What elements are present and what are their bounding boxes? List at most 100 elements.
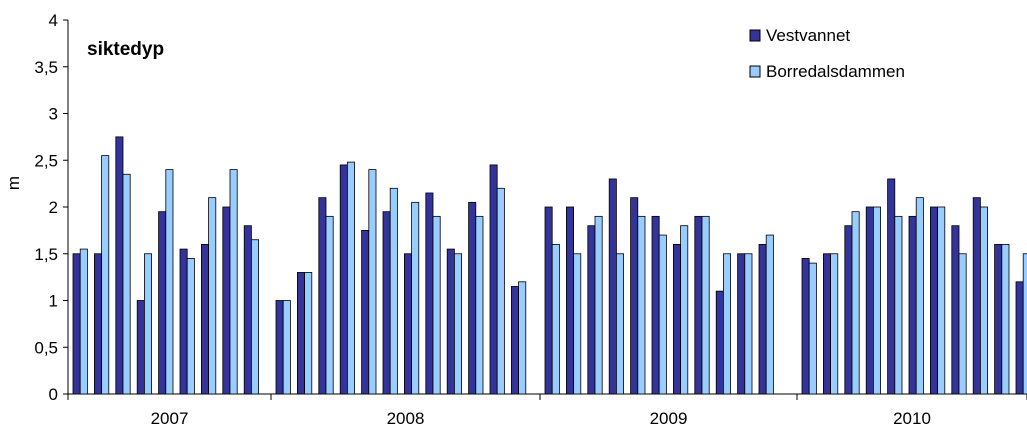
bar-borredalsdammen bbox=[937, 206, 946, 395]
bar-borredalsdammen bbox=[250, 239, 259, 395]
bar-vestvannet bbox=[339, 164, 348, 395]
bar-vestvannet bbox=[630, 197, 639, 395]
y-tick-label: 2,5 bbox=[34, 151, 58, 170]
bar-vestvannet bbox=[158, 211, 167, 395]
legend: Vestvannet Borredalsdammen bbox=[749, 26, 905, 81]
y-tick-label: 0 bbox=[49, 385, 58, 404]
bar-vestvannet bbox=[737, 253, 746, 395]
y-tick-label: 4 bbox=[49, 11, 58, 30]
bar-vestvannet bbox=[972, 197, 981, 395]
bar-vestvannet bbox=[468, 201, 477, 395]
bar-borredalsdammen bbox=[1022, 253, 1027, 395]
bar-vestvannet bbox=[801, 258, 810, 395]
bar-borredalsdammen bbox=[432, 215, 441, 395]
bar-vestvannet bbox=[823, 253, 832, 395]
legend-swatch-vestvannet bbox=[749, 29, 761, 42]
bar-vestvannet bbox=[544, 206, 553, 395]
bar-borredalsdammen bbox=[551, 243, 560, 395]
bar-borredalsdammen bbox=[701, 215, 710, 395]
y-tick-label: 1,5 bbox=[34, 245, 58, 264]
bar-borredalsdammen bbox=[765, 234, 774, 395]
bar-vestvannet bbox=[887, 178, 896, 395]
bar-vestvannet bbox=[425, 192, 434, 395]
bar-borredalsdammen bbox=[325, 215, 334, 395]
bar-borredalsdammen bbox=[1001, 243, 1010, 395]
bar-vestvannet bbox=[200, 243, 209, 395]
year-labels: 2007 2008 2009 2010 bbox=[151, 409, 931, 428]
y-axis-title: m bbox=[4, 176, 23, 190]
bar-borredalsdammen bbox=[165, 169, 174, 395]
bar-borredalsdammen bbox=[637, 215, 646, 395]
bar-borredalsdammen bbox=[980, 206, 989, 395]
bar-borredalsdammen bbox=[101, 155, 110, 395]
bar-borredalsdammen bbox=[122, 173, 131, 395]
bar-borredalsdammen bbox=[518, 281, 527, 395]
bar-vestvannet bbox=[865, 206, 874, 395]
bar-borredalsdammen bbox=[873, 206, 882, 395]
bar-vestvannet bbox=[951, 225, 960, 395]
bar-vestvannet bbox=[243, 225, 252, 395]
bar-vestvannet bbox=[930, 206, 939, 395]
bar-borredalsdammen bbox=[808, 262, 817, 395]
y-tick-label: 1 bbox=[49, 292, 58, 311]
x-year-label: 2008 bbox=[387, 409, 425, 428]
bar-vestvannet bbox=[222, 206, 231, 395]
bar-vestvannet bbox=[651, 215, 660, 395]
bar-vestvannet bbox=[403, 253, 412, 395]
x-year-label: 2007 bbox=[151, 409, 189, 428]
y-tick-label: 3,5 bbox=[34, 58, 58, 77]
bar-borredalsdammen bbox=[680, 225, 689, 395]
chart-title: siktedyp bbox=[87, 39, 164, 60]
bar-vestvannet bbox=[1015, 281, 1024, 395]
bar-borredalsdammen bbox=[723, 253, 732, 395]
bar-vestvannet bbox=[694, 215, 703, 395]
legend-label-borredalsdammen: Borredalsdammen bbox=[766, 62, 905, 81]
bar-vestvannet bbox=[94, 253, 103, 395]
bar-vestvannet bbox=[179, 248, 188, 395]
bar-borredalsdammen bbox=[389, 187, 398, 395]
bar-borredalsdammen bbox=[894, 215, 903, 395]
bar-vestvannet bbox=[115, 136, 124, 395]
bar-vestvannet bbox=[361, 229, 370, 395]
bar-borredalsdammen bbox=[958, 253, 967, 395]
bar-borredalsdammen bbox=[208, 197, 217, 395]
bar-borredalsdammen bbox=[915, 197, 924, 395]
bar-vestvannet bbox=[296, 272, 305, 395]
bar-vestvannet bbox=[844, 225, 853, 395]
bars bbox=[72, 136, 1027, 395]
y-tick-label: 2 bbox=[49, 198, 58, 217]
bar-borredalsdammen bbox=[453, 253, 462, 395]
bar-vestvannet bbox=[72, 253, 81, 395]
x-year-label: 2010 bbox=[893, 409, 931, 428]
bar-vestvannet bbox=[489, 164, 498, 395]
legend-swatch-borredalsdammen bbox=[749, 65, 761, 78]
bar-vestvannet bbox=[608, 178, 617, 395]
bar-vestvannet bbox=[382, 211, 391, 395]
bar-vestvannet bbox=[587, 225, 596, 395]
bar-borredalsdammen bbox=[229, 169, 238, 395]
x-year-label: 2009 bbox=[650, 409, 688, 428]
bar-vestvannet bbox=[758, 243, 767, 395]
bar-borredalsdammen bbox=[346, 161, 355, 395]
bar-vestvannet bbox=[908, 215, 917, 395]
bar-borredalsdammen bbox=[830, 253, 839, 395]
y-tick-label: 3 bbox=[49, 105, 58, 124]
legend-label-vestvannet: Vestvannet bbox=[766, 26, 850, 45]
bar-vestvannet bbox=[566, 206, 575, 395]
bar-borredalsdammen bbox=[475, 215, 484, 395]
bar-borredalsdammen bbox=[616, 253, 625, 395]
bar-borredalsdammen bbox=[744, 253, 753, 395]
bar-borredalsdammen bbox=[411, 201, 420, 395]
y-ticks: 0 0,5 1 1,5 2 2,5 3 3,5 4 bbox=[34, 11, 68, 404]
bar-borredalsdammen bbox=[186, 258, 195, 395]
bar-borredalsdammen bbox=[594, 215, 603, 395]
bar-vestvannet bbox=[673, 243, 682, 395]
bar-vestvannet bbox=[446, 248, 455, 395]
bar-vestvannet bbox=[994, 243, 1003, 395]
bar-vestvannet bbox=[318, 197, 327, 395]
bar-vestvannet bbox=[510, 286, 519, 395]
bar-borredalsdammen bbox=[143, 253, 152, 395]
bar-borredalsdammen bbox=[368, 169, 377, 395]
bar-borredalsdammen bbox=[658, 234, 667, 395]
x-ticks bbox=[67, 394, 1027, 400]
